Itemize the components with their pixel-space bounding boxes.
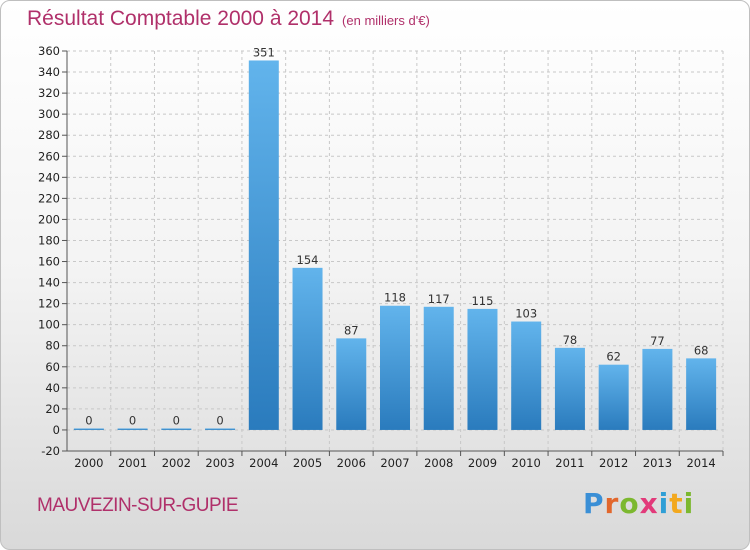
x-tick-label: 2008 (424, 456, 453, 470)
x-tick-label: 2000 (74, 456, 103, 470)
y-tick-label: 360 (38, 44, 60, 58)
x-tick-label: 2006 (337, 456, 366, 470)
x-tick-label: 2011 (555, 456, 584, 470)
y-tick-label: 220 (38, 191, 60, 205)
labels: -20 0 20 40 60 80 100 120 140 160 180 200 220 240 260 2… (38, 44, 716, 470)
bar (380, 305, 410, 430)
y-tick-label: 260 (38, 149, 60, 163)
bar-value-label: 0 (173, 413, 180, 427)
bar (598, 364, 629, 430)
y-tick-label: 40 (45, 381, 60, 395)
bar-value-label: 154 (297, 253, 319, 267)
y-tick-label: 240 (38, 170, 60, 184)
bar-value-label: 0 (85, 413, 92, 427)
bar-value-label: 78 (563, 333, 578, 347)
proxiti-logo: Proxiti (583, 487, 694, 520)
bar-value-label: 118 (384, 291, 406, 305)
y-tick-label: 140 (38, 276, 60, 290)
y-tick-label: 180 (38, 233, 60, 247)
bar (642, 348, 673, 430)
chart-unit-text: (en milliers d'€) (342, 13, 430, 28)
bar (205, 428, 236, 430)
y-tick-label: 280 (38, 128, 60, 142)
y-tick-label: 200 (38, 212, 60, 226)
bar (336, 338, 367, 430)
chart-title-text: Résultat Comptable 2000 à 2014 (27, 7, 335, 30)
y-tick-label: 340 (38, 65, 60, 79)
x-tick-label: 2005 (293, 456, 322, 470)
bar-value-label: 62 (606, 350, 621, 364)
y-tick-label: 120 (38, 297, 60, 311)
bars (73, 60, 717, 430)
x-tick-label: 2013 (643, 456, 672, 470)
logo-letter: x (639, 487, 659, 520)
bar-value-label: 0 (129, 413, 136, 427)
x-tick-label: 2010 (512, 456, 541, 470)
bar-value-label: 115 (471, 294, 493, 308)
logo-letter: t (669, 487, 684, 520)
x-tick-label: 2012 (599, 456, 628, 470)
bar (511, 321, 542, 430)
x-tick-label: 2001 (118, 456, 147, 470)
x-tick-label: 2003 (205, 456, 234, 470)
bar (73, 428, 104, 430)
y-tick-label: 320 (38, 86, 60, 100)
x-tick-label: 2004 (249, 456, 278, 470)
chart-title: Résultat Comptable 2000 à 2014 (en millie… (27, 7, 430, 31)
bar-value-label: 77 (650, 334, 665, 348)
y-tick-label: -20 (41, 444, 60, 458)
logo-letter: o (619, 487, 640, 520)
y-tick-label: 60 (45, 360, 60, 374)
bar (423, 306, 454, 430)
y-tick-label: 160 (38, 255, 60, 269)
bar (292, 267, 323, 430)
logo-letter: r (604, 487, 620, 520)
bar (467, 308, 498, 430)
y-tick-label: 100 (38, 318, 60, 332)
bar-value-label: 117 (428, 292, 450, 306)
x-tick-label: 2014 (686, 456, 715, 470)
logo-letter: i (683, 487, 695, 520)
logo-letter: P (583, 487, 605, 520)
bar (554, 347, 585, 430)
y-tick-label: 300 (38, 107, 60, 121)
bar-value-label: 87 (344, 323, 359, 337)
bar-value-label: 103 (515, 307, 537, 321)
y-tick-label: 80 (45, 339, 60, 353)
bar (161, 428, 192, 430)
x-tick-label: 2002 (162, 456, 191, 470)
axes (62, 50, 724, 456)
logo-letter: i (658, 487, 670, 520)
x-tick-label: 2009 (468, 456, 497, 470)
bar-value-label: 0 (216, 413, 223, 427)
y-tick-label: 0 (53, 423, 60, 437)
bar (117, 428, 148, 430)
bar (248, 60, 279, 430)
x-tick-label: 2007 (380, 456, 409, 470)
y-tick-label: 20 (45, 402, 60, 416)
commune-name: MAUVEZIN-SUR-GUPIE (37, 495, 239, 516)
bar-value-label: 68 (694, 343, 709, 357)
bar-value-label: 351 (253, 45, 275, 59)
bar (686, 358, 717, 430)
